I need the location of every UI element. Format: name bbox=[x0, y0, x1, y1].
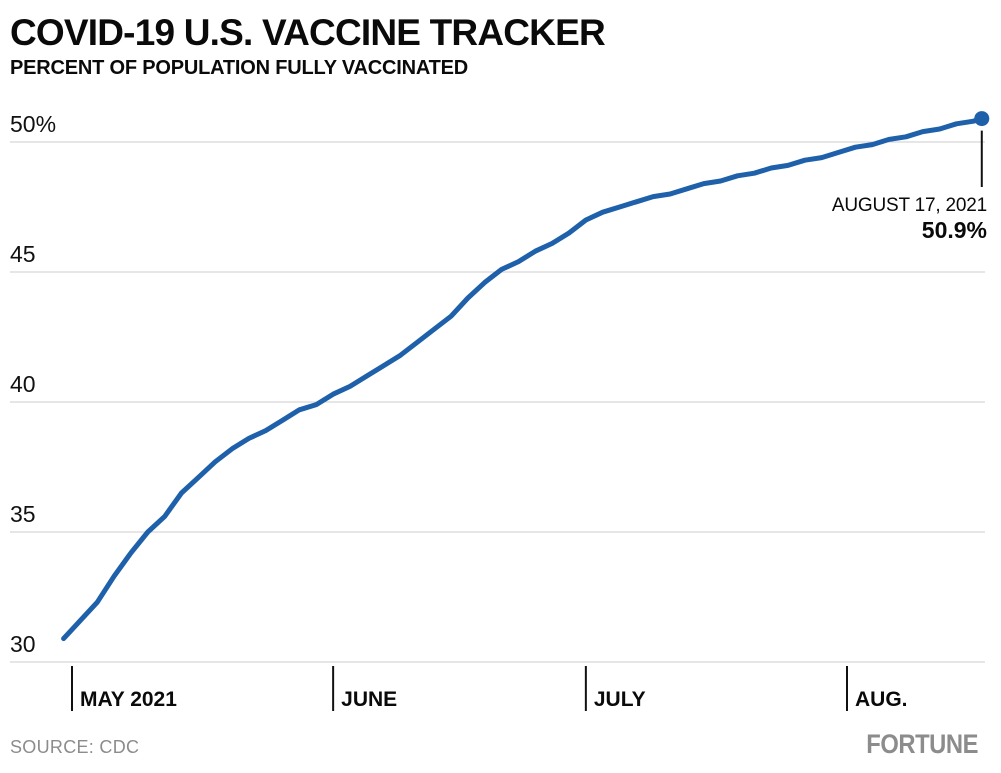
x-tick-label: JUNE bbox=[341, 688, 398, 711]
chart-subtitle: PERCENT OF POPULATION FULLY VACCINATED bbox=[10, 57, 468, 79]
y-tick-label: 35 bbox=[10, 501, 36, 527]
x-tick-label: AUG. bbox=[854, 688, 908, 711]
fortune-logo: FORTUNE bbox=[866, 729, 978, 759]
end-point-annotation: AUGUST 17, 2021 50.9% bbox=[832, 194, 987, 243]
y-tick-label: 50% bbox=[10, 111, 57, 137]
end-point-dot bbox=[974, 111, 990, 127]
source-credit: SOURCE: CDC bbox=[10, 737, 140, 757]
x-tick-label: MAY 2021 bbox=[80, 688, 177, 711]
annotation-value-label: 50.9% bbox=[921, 217, 987, 243]
y-tick-label: 30 bbox=[10, 631, 36, 657]
page-title: COVID-19 U.S. VACCINE TRACKER bbox=[10, 12, 606, 53]
x-tick-label: JULY bbox=[593, 688, 646, 711]
annotation-date-label: AUGUST 17, 2021 bbox=[831, 195, 987, 216]
y-tick-label: 40 bbox=[10, 371, 36, 397]
y-tick-label: 45 bbox=[10, 241, 36, 267]
series-line bbox=[61, 116, 985, 642]
